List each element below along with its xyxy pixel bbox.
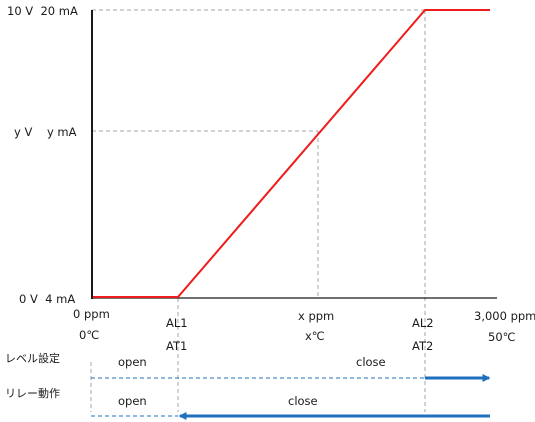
level-setting-close-label: close	[356, 355, 386, 369]
x-origin-temp-label: 0℃	[79, 328, 99, 342]
x-ppm-label: x ppm	[298, 309, 334, 323]
max-temp-label: 50℃	[488, 330, 516, 344]
relay-operation-open-label: open	[118, 394, 147, 408]
output-signal-line	[93, 9, 490, 298]
guide-lines	[90, 9, 426, 412]
relay-operation-close-label: close	[288, 394, 318, 408]
level-setting-label: レベル設定	[5, 351, 60, 365]
relay-operation-label: リレー動作	[5, 386, 60, 400]
y-mid-label: y V y mA	[14, 125, 77, 139]
level-setting-open-label: open	[118, 355, 147, 369]
relay-operation-row: リレー動作 open close	[5, 386, 490, 420]
at1-label: AT1	[166, 339, 187, 353]
level-setting-row: レベル設定 open close	[5, 351, 491, 382]
al2-label: AL2	[412, 316, 434, 330]
x-origin-ppm-label: 0 ppm	[73, 307, 110, 321]
y-top-label: 10 V 20 mA	[7, 4, 78, 18]
al1-label: AL1	[166, 316, 188, 330]
max-ppm-label: 3,000 ppm	[474, 309, 535, 323]
y-bottom-label: 0 V 4 mA	[19, 292, 75, 306]
x-temp-label: x℃	[305, 329, 325, 343]
at2-label: AT2	[412, 339, 433, 353]
